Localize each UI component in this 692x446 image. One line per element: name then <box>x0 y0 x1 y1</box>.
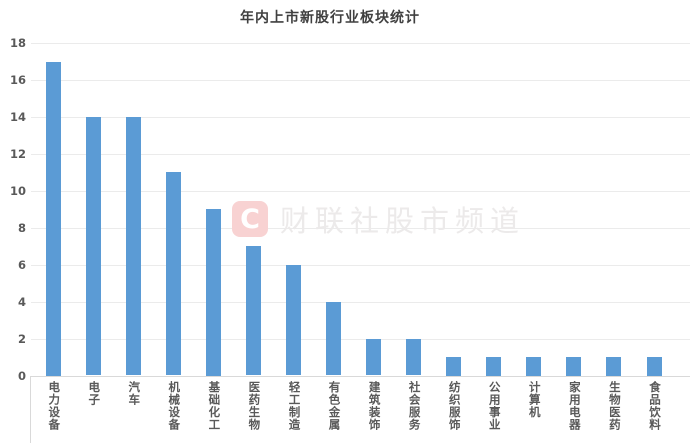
bar-家用电器 <box>566 357 582 376</box>
bar-汽车 <box>125 116 141 376</box>
watermark: C 财联社股市频道 <box>232 198 525 240</box>
bar-社会服务 <box>406 338 422 376</box>
y-axis-tick-label: 14 <box>9 109 26 124</box>
y-axis-tick-label: 4 <box>17 294 26 309</box>
gridline <box>31 338 690 340</box>
y-axis-tick-label: 18 <box>9 36 26 50</box>
y-axis-tick-label: 2 <box>17 331 26 346</box>
bar-电子 <box>85 116 101 376</box>
x-axis-category-label: 汽车 <box>127 381 142 406</box>
bar-轻工制造 <box>286 264 301 376</box>
x-axis-category-label: 食品饮料 <box>648 381 662 431</box>
y-axis-tick-label: 10 <box>9 183 26 198</box>
gridline <box>31 301 690 303</box>
x-axis-category-label: 公用事业 <box>487 381 502 431</box>
y-axis-tick-label: 16 <box>9 72 26 87</box>
x-axis-category-label: 家用电器 <box>567 381 582 431</box>
gridline <box>31 153 690 155</box>
x-axis-category-label: 社会服务 <box>407 381 422 431</box>
x-axis-category-label: 机械设备 <box>167 381 182 431</box>
gridline <box>31 43 690 44</box>
bar-有色金属 <box>326 301 341 376</box>
watermark-logo-icon: C <box>232 201 268 237</box>
x-axis-category-label: 计算机 <box>527 381 542 419</box>
y-axis-tick-label: 6 <box>17 257 26 272</box>
gridline <box>31 190 690 192</box>
bar-建筑装饰 <box>366 338 382 376</box>
bar-纺织服饰 <box>446 357 462 376</box>
x-axis-category-label: 有色金属 <box>327 381 342 431</box>
bar-计算机 <box>526 357 542 376</box>
gridline <box>31 227 690 229</box>
x-axis-category-label: 建筑装饰 <box>367 381 382 431</box>
bar-电力设备 <box>45 61 61 376</box>
y-axis-tick-label: 12 <box>9 146 26 161</box>
x-axis-category-label: 医药生物 <box>247 381 262 431</box>
x-axis-category-label: 轻工制造 <box>287 381 302 431</box>
watermark-text: 财联社股市频道 <box>280 204 526 238</box>
x-axis-category-label: 基础化工 <box>207 381 222 431</box>
y-axis-tick-label: 8 <box>17 220 26 235</box>
y-axis-tick-label: 0 <box>17 368 26 383</box>
bar-基础化工 <box>205 209 221 376</box>
x-axis-category-label: 生物医药 <box>607 381 622 431</box>
bar-生物医药 <box>606 357 622 376</box>
chart-title: 年内上市新股行业板块统计 <box>240 10 420 26</box>
x-axis-line <box>30 375 690 377</box>
bar-公用事业 <box>486 357 502 376</box>
bar-机械设备 <box>165 172 181 376</box>
gridline <box>31 264 690 266</box>
bar-医药生物 <box>245 246 261 376</box>
x-axis-category-label: 电子 <box>87 381 102 406</box>
gridline <box>31 79 690 81</box>
category-axis-tick <box>30 375 31 443</box>
x-axis-category-label: 电力设备 <box>47 381 62 431</box>
gridline <box>31 116 690 118</box>
bar-食品饮料 <box>646 357 662 376</box>
x-axis-category-label: 纺织服饰 <box>447 381 462 431</box>
